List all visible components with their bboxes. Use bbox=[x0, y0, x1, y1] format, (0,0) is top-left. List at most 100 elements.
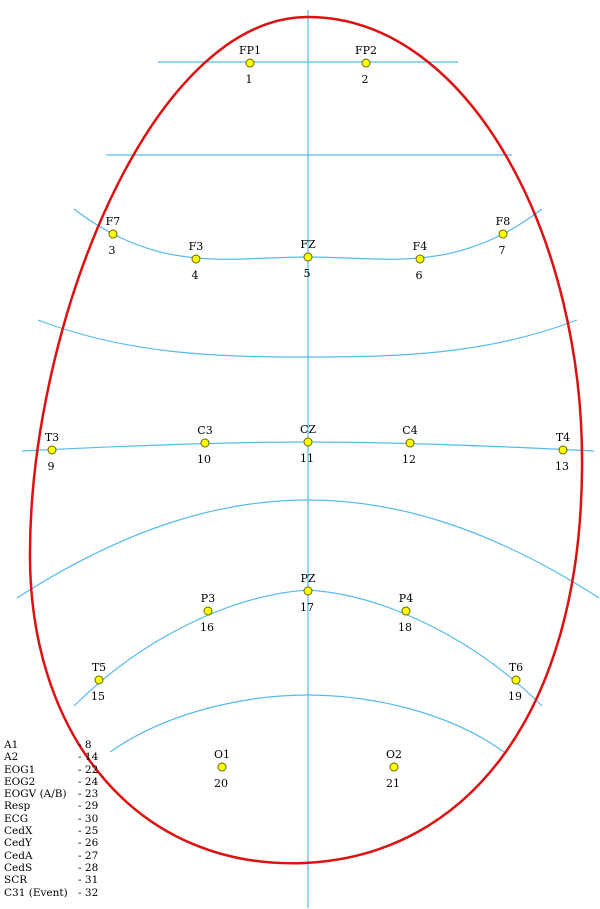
legend-channel-name: SCR bbox=[4, 874, 28, 887]
electrode-label: T6 bbox=[509, 661, 523, 674]
electrode-number: 4 bbox=[192, 269, 199, 282]
electrode-number: 12 bbox=[402, 453, 416, 466]
electrode-marker bbox=[303, 437, 313, 447]
electrode-label: P4 bbox=[399, 592, 413, 605]
legend-row: C31 (Event) - 32 bbox=[4, 887, 98, 899]
electrode-number: 10 bbox=[197, 453, 211, 466]
legend-row: Resp - 29 bbox=[4, 800, 98, 812]
electrode-label: FZ bbox=[300, 238, 316, 251]
electrode-label: T3 bbox=[45, 431, 59, 444]
legend-channel-name: Resp bbox=[4, 800, 31, 813]
electrode-number: 3 bbox=[109, 244, 116, 257]
legend-channel-number: - 29 bbox=[78, 800, 99, 813]
electrode-marker bbox=[361, 58, 371, 68]
electrode-c3: C3 10 bbox=[197, 424, 213, 466]
electrode-marker bbox=[108, 229, 118, 239]
electrode-f3: F3 4 bbox=[189, 240, 204, 282]
electrode-p3: P3 16 bbox=[200, 592, 215, 634]
electrode-f7: F7 3 bbox=[106, 215, 121, 257]
legend-channel-name: C31 (Event) bbox=[4, 886, 68, 899]
electrode-t6: T6 19 bbox=[508, 661, 523, 703]
electrode-label: P3 bbox=[201, 592, 215, 605]
legend-row: ECG - 30 bbox=[4, 813, 98, 825]
legend-channel-number: - 28 bbox=[78, 861, 99, 874]
legend-channel-number: - 32 bbox=[78, 886, 99, 899]
electrode-marker bbox=[217, 762, 227, 772]
electrode-number: 16 bbox=[200, 621, 214, 634]
electrode-marker bbox=[405, 438, 415, 448]
electrode-number: 20 bbox=[214, 777, 228, 790]
legend-channel-number: - 27 bbox=[78, 849, 99, 862]
electrode-f4: F4 6 bbox=[413, 240, 428, 282]
electrode-marker bbox=[200, 438, 210, 448]
electrode-number: 6 bbox=[416, 269, 423, 282]
head-outline bbox=[28, 15, 584, 865]
electrode-number: 9 bbox=[48, 460, 55, 473]
channel-legend: A1 - 8 A2 - 14 EOG1 - 22 EOG2 - 24 EOGV (A/B) - 2… bbox=[4, 739, 98, 899]
electrode-p4: P4 18 bbox=[398, 592, 413, 634]
electrode-marker bbox=[303, 252, 313, 262]
electrode-pz: PZ 17 bbox=[300, 572, 316, 614]
legend-row: CedY - 26 bbox=[4, 837, 98, 849]
electrode-marker bbox=[94, 675, 104, 685]
electrode-label: C3 bbox=[197, 424, 212, 437]
parietal-arc-guide bbox=[16, 499, 600, 599]
electrode-marker bbox=[511, 675, 521, 685]
electrode-marker bbox=[401, 606, 411, 616]
electrode-marker bbox=[415, 254, 425, 264]
electrode-marker bbox=[203, 606, 213, 616]
legend-channel-number: - 24 bbox=[78, 775, 99, 788]
legend-row: CedA - 27 bbox=[4, 850, 98, 862]
electrode-o2: O2 21 bbox=[386, 748, 402, 790]
legend-row: EOG1 - 22 bbox=[4, 764, 98, 776]
electrode-number: 17 bbox=[300, 601, 314, 614]
electrode-label: T4 bbox=[556, 431, 570, 444]
electrode-number: 2 bbox=[362, 73, 369, 86]
electrode-number: 13 bbox=[555, 460, 569, 473]
electrode-label: C4 bbox=[402, 424, 417, 437]
electrode-label: FP1 bbox=[239, 44, 261, 57]
legend-channel-name: CedY bbox=[4, 837, 32, 850]
electrode-f8: F8 7 bbox=[496, 215, 511, 257]
electrode-number: 7 bbox=[499, 244, 506, 257]
legend-row: CedS - 28 bbox=[4, 862, 98, 874]
electrode-label: O1 bbox=[214, 748, 230, 761]
legend-channel-number: - 22 bbox=[78, 763, 99, 776]
electrode-fz: FZ 5 bbox=[300, 238, 316, 280]
electrode-o1: O1 20 bbox=[214, 748, 230, 790]
legend-channel-number: - 23 bbox=[78, 788, 99, 801]
legend-channel-name: EOG1 bbox=[4, 763, 36, 776]
legend-channel-number: - 14 bbox=[78, 751, 99, 764]
legend-channel-number: - 8 bbox=[78, 739, 92, 751]
electrode-t5: T5 15 bbox=[91, 661, 106, 703]
electrode-marker bbox=[191, 254, 201, 264]
occipital-arc-guide bbox=[109, 694, 505, 753]
electrode-c4: C4 12 bbox=[402, 424, 418, 466]
legend-row: A1 - 8 bbox=[4, 739, 98, 751]
electrode-number: 19 bbox=[508, 690, 522, 703]
electrode-label: F3 bbox=[189, 240, 204, 253]
legend-row: SCR - 31 bbox=[4, 874, 98, 886]
legend-channel-number: - 26 bbox=[78, 837, 99, 850]
legend-channel-name: EOGV (A/B) bbox=[4, 788, 67, 801]
electrode-label: F8 bbox=[496, 215, 511, 228]
electrode-marker bbox=[389, 762, 399, 772]
electrode-number: 15 bbox=[91, 690, 105, 703]
electrode-fp1: FP1 1 bbox=[239, 44, 261, 86]
legend-channel-name: EOG2 bbox=[4, 775, 36, 788]
electrode-label: T5 bbox=[92, 661, 106, 674]
legend-channel-name: ECG bbox=[4, 812, 29, 825]
legend-channel-name: A1 bbox=[4, 739, 19, 751]
electrode-marker bbox=[303, 586, 313, 596]
electrode-t4: T4 13 bbox=[555, 431, 570, 473]
electrode-number: 21 bbox=[386, 777, 400, 790]
electrode-label: F7 bbox=[106, 215, 121, 228]
legend-row: A2 - 14 bbox=[4, 751, 98, 763]
legend-channel-number: - 31 bbox=[78, 874, 99, 887]
legend-channel-name: CedA bbox=[4, 849, 33, 862]
legend-channel-name: CedX bbox=[4, 825, 33, 838]
electrode-label: CZ bbox=[300, 423, 316, 436]
electrode-number: 11 bbox=[300, 452, 314, 465]
legend-channel-name: CedS bbox=[4, 861, 33, 874]
